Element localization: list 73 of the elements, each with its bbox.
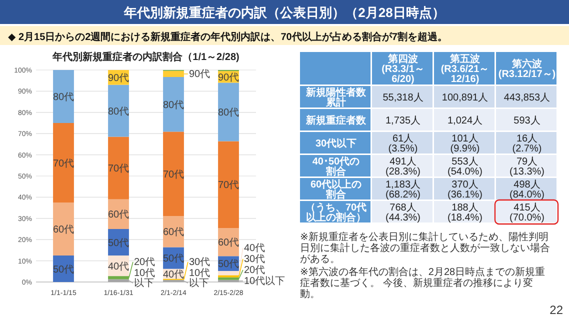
- series-label: 60代: [52, 224, 74, 236]
- series-label: 40代: [108, 261, 130, 272]
- text: 60代: [108, 210, 130, 221]
- category-label: 30代以下: [315, 138, 357, 150]
- category-label: 60代以上の割合: [310, 180, 362, 200]
- text: 1,183人 (68.2%): [385, 180, 421, 200]
- legend-label: 90代: [188, 68, 210, 80]
- category-label: 新規重症者数: [306, 116, 366, 126]
- category-label: 第六波 (R3.12/17～): [498, 58, 556, 80]
- category-label: 新規陽性者数累計: [306, 88, 366, 108]
- legend-label: 20代: [244, 264, 266, 276]
- bar: [53, 202, 74, 256]
- text: 50代: [108, 238, 130, 249]
- text: 年代別新規重症者の内訳（公表日別）（2月28日時点）: [123, 5, 445, 20]
- text: 443,853人: [504, 92, 550, 104]
- bar: [218, 82, 239, 142]
- bar: [163, 76, 184, 132]
- category-label: （うち、70代以上の割合）: [305, 202, 367, 224]
- text: 370人 (36.1%): [447, 180, 483, 200]
- series-label: 80代: [52, 92, 74, 103]
- text: 90代: [108, 72, 130, 84]
- series-label: 50代: [52, 264, 74, 276]
- text: 188人 (18.4%): [447, 202, 483, 224]
- text: 593人: [514, 116, 540, 126]
- text: 1,735人: [385, 116, 421, 126]
- text: 60代: [162, 227, 184, 238]
- text: 553人 (54.0%): [447, 156, 483, 178]
- text: 90代: [218, 72, 240, 84]
- bar: [53, 70, 74, 123]
- text: 70代: [108, 164, 130, 175]
- bar: [108, 136, 129, 200]
- bar: [108, 84, 129, 137]
- text: 40代: [162, 269, 184, 280]
- legend-label: 10代以下: [134, 268, 156, 289]
- text: 100,891人: [442, 92, 488, 104]
- text: ※第六波の各年代の割合は、2月28日時点までの新規重症者数に基づく。 今後、新規重症者の推移により変動。: [300, 266, 546, 300]
- bar: [53, 123, 74, 202]
- text: 22: [550, 303, 564, 317]
- text: 80代: [218, 107, 240, 118]
- category-label: 第五波 (R3.6/21～ 12/16): [440, 53, 490, 85]
- text: 70代: [162, 169, 184, 180]
- text: 498人 (84.0%): [509, 180, 545, 200]
- text: 415人 (70.0%): [509, 202, 545, 224]
- bar: [163, 132, 184, 216]
- category-label: 40･50代の割合: [312, 156, 360, 178]
- text: ※新規重症者を公表日別に集計しているため、陽性判明日別に集計した各波の重症者数と人数が一致しない場合がある。: [300, 231, 550, 265]
- text: 79人 (13.3%): [509, 156, 545, 178]
- text: 70代: [218, 180, 240, 192]
- text: 40代: [244, 242, 266, 254]
- bar: [108, 279, 129, 282]
- text: 1,024人: [447, 116, 483, 126]
- text: 768人 (44.3%): [385, 202, 421, 224]
- text: 50代: [162, 254, 184, 265]
- text: 60代: [218, 238, 240, 249]
- text: 10代以下: [244, 276, 286, 287]
- text: 20代: [134, 257, 156, 268]
- text: 491人 (28.3%): [385, 156, 421, 178]
- text: 16人 (2.7%): [512, 134, 542, 154]
- series-label: 30代: [188, 257, 210, 268]
- text: 80代: [108, 106, 130, 118]
- text: 55,318人: [382, 92, 424, 104]
- series-label: 70代: [52, 158, 74, 170]
- text: 10代以下: [188, 268, 210, 289]
- text: 80代: [162, 100, 184, 111]
- chart-title: 年代別新規重症者の内訳割合（1/1～2/28): [52, 51, 240, 63]
- text: ◆ 2月15日からの2週間における新規重症者の年代別内訳は、70代以上が占める割合が7割を超過。: [8, 31, 448, 43]
- category-label: 第四波 (R3.3/1～ 6/20): [382, 53, 424, 85]
- text: 101人 (9.9%): [450, 134, 480, 154]
- text: 61人 (3.5%): [388, 134, 418, 154]
- bar: [218, 141, 239, 228]
- text: 50代: [218, 259, 240, 270]
- bar: [163, 70, 184, 77]
- text: 30代: [244, 254, 266, 265]
